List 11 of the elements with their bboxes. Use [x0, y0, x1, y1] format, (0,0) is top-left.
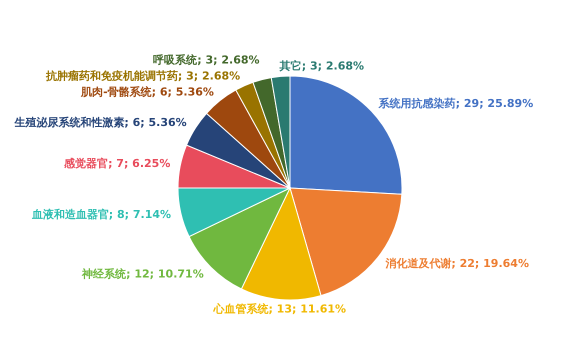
slice-label: 生殖泌尿系统和性激素; 6; 5.36%: [13, 116, 187, 130]
slice-label: 肌肉-骨骼系统; 6; 5.36%: [80, 86, 214, 99]
slice-label: 其它; 3; 2.68%: [278, 59, 364, 72]
slice-label: 血液和造血器官; 8; 7.14%: [30, 208, 172, 222]
slice-label: 心血管系统; 13; 11.61%: [212, 302, 346, 316]
slice-label: 系统用抗感染药; 29; 25.89%: [378, 97, 534, 110]
slice-label: 抗肿瘤药和免疫机能调节药; 3; 2.68%: [44, 70, 240, 83]
slice-label: 感觉器官; 7; 6.25%: [63, 157, 170, 170]
slice-label: 神经系统; 12; 10.71%: [81, 267, 204, 280]
slice-label: 消化道及代谢; 22; 19.64%: [384, 257, 529, 270]
slice-label: 呼吸系统; 3; 2.68%: [153, 54, 260, 67]
